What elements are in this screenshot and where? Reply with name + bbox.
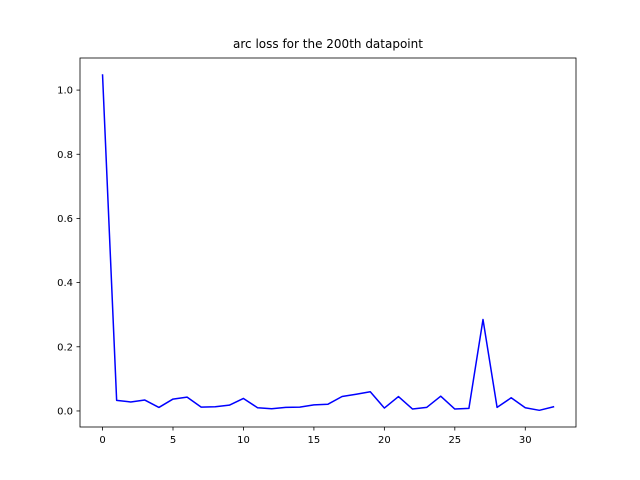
y-tick-label: 0.0	[57, 406, 73, 417]
x-tick-label: 20	[378, 435, 391, 446]
series-line-0	[101, 74, 555, 412]
y-tick-label: 0.4	[57, 278, 73, 289]
axes-frame	[79, 57, 577, 428]
y-tick-label: 0.2	[57, 342, 73, 353]
x-tick-label: 30	[519, 435, 532, 446]
x-tick-label: 25	[448, 435, 461, 446]
x-tick-label: 10	[237, 435, 250, 446]
y-tick-label: 1.0	[57, 86, 73, 97]
x-tick-label: 15	[308, 435, 321, 446]
chart-title: arc loss for the 200th datapoint	[233, 37, 423, 51]
axes: 0 5 10 15 20 25 30 0.0 0.2 0.4 0.6 0.8 1.0	[57, 57, 577, 446]
plot-area	[101, 74, 555, 412]
y-tick-label: 0.6	[57, 214, 73, 225]
y-tick-label: 0.8	[57, 150, 73, 161]
x-tick-label: 5	[170, 435, 176, 446]
x-tick-label: 0	[99, 435, 105, 446]
